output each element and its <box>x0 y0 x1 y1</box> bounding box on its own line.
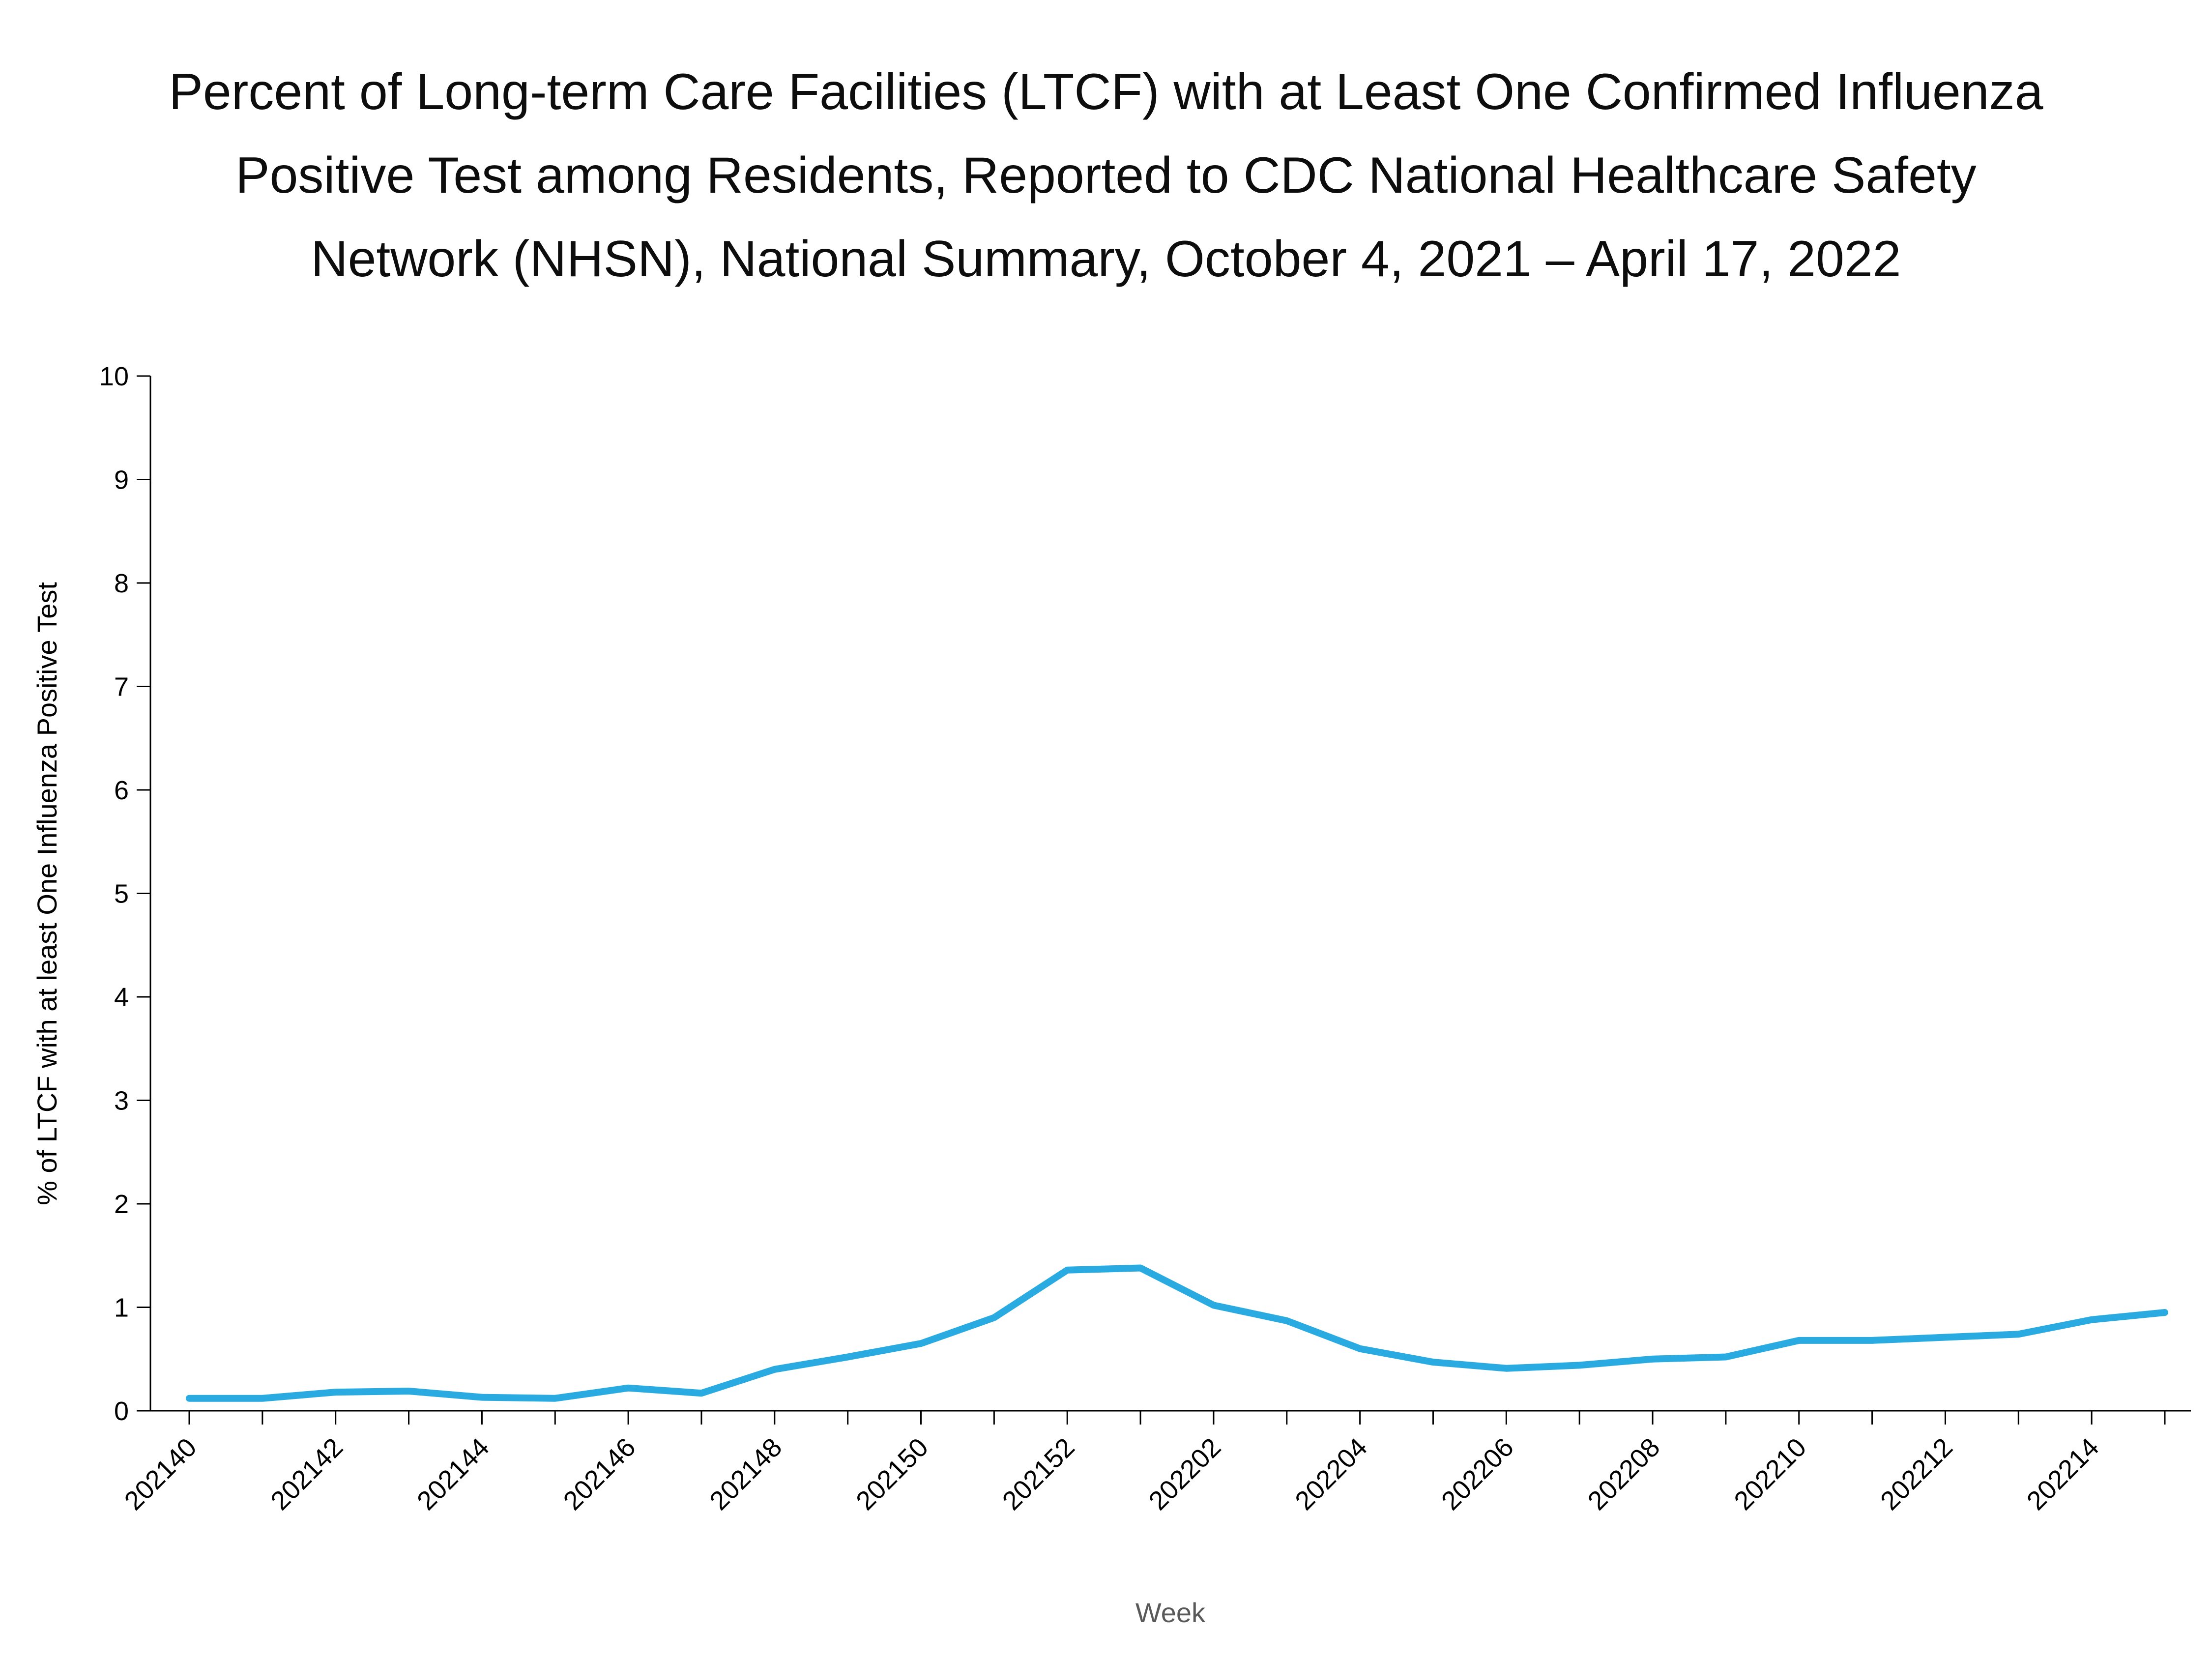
x-axis-title: Week <box>1135 1597 1206 1628</box>
chart-title-line-1: Percent of Long-term Care Facilities (LT… <box>169 63 2043 120</box>
y-tick-label: 4 <box>114 983 129 1012</box>
chart-title-line-3: Network (NHSN), National Summary, Octobe… <box>311 231 1901 288</box>
x-tick-label: 202144 <box>411 1432 495 1516</box>
x-axis-ticks: 202140 202142 202144 202146 202148 202150 2021… <box>119 1411 2166 1516</box>
y-tick-label: 8 <box>114 569 129 598</box>
y-tick-label: 5 <box>114 879 129 909</box>
y-tick-label: 6 <box>114 776 129 805</box>
y-tick-label: 10 <box>99 362 129 391</box>
x-tick-label: 202206 <box>1436 1432 1519 1516</box>
y-tick-label: 7 <box>114 672 129 702</box>
y-tick-label: 2 <box>114 1190 129 1219</box>
x-tick-label: 202142 <box>265 1432 349 1516</box>
y-tick-label: 3 <box>114 1086 129 1116</box>
y-axis-ticks: 0 1 2 3 4 5 6 7 8 9 10 <box>99 362 150 1426</box>
x-tick-label: 202148 <box>704 1432 787 1516</box>
x-tick-label: 202150 <box>850 1432 934 1516</box>
ltcf-influenza-positive-series-line <box>186 1264 2168 1402</box>
y-tick-label: 0 <box>114 1397 129 1426</box>
chart-title-line-2: Positive Test among Residents, Reported … <box>235 147 1977 204</box>
x-tick-label: 202212 <box>1875 1432 1958 1516</box>
y-tick-label: 1 <box>114 1293 129 1323</box>
y-axis-title: % of LTCF with at least One Influenza Po… <box>31 582 62 1205</box>
x-tick-label: 202140 <box>119 1432 203 1516</box>
x-tick-label: 202210 <box>1728 1432 1812 1516</box>
x-tick-label: 202208 <box>1582 1432 1666 1516</box>
x-tick-label: 202146 <box>558 1432 641 1516</box>
x-tick-label: 202152 <box>997 1432 1080 1516</box>
x-tick-label: 202214 <box>2021 1432 2105 1516</box>
x-tick-label: 202202 <box>1143 1432 1227 1516</box>
x-tick-label: 202204 <box>1289 1432 1373 1516</box>
y-tick-label: 9 <box>114 466 129 495</box>
